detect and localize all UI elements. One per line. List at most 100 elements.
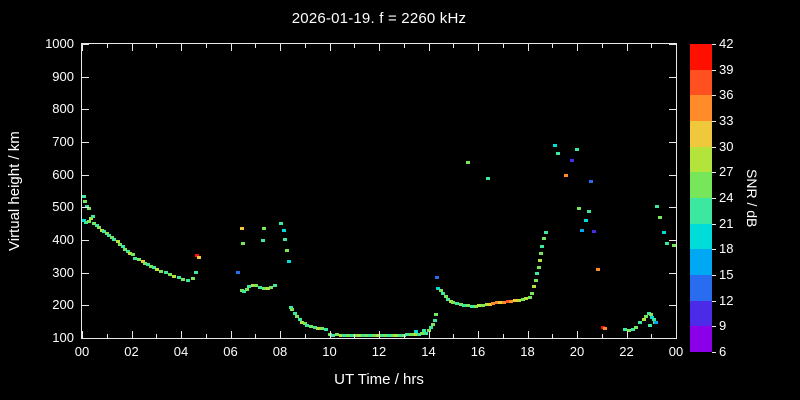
data-point [244, 287, 249, 291]
x-tick-label: 04 [173, 344, 189, 359]
y-tick-label: 500 [52, 199, 74, 215]
data-point [398, 334, 403, 338]
data-point [250, 283, 255, 287]
data-point [84, 221, 89, 225]
x-tick-minor [651, 44, 653, 48]
data-point [540, 244, 545, 248]
data-point [671, 243, 676, 247]
data-point [583, 218, 588, 222]
data-point [544, 230, 549, 234]
y-tick-major [82, 240, 89, 241]
data-point [421, 329, 426, 333]
data-point [375, 333, 380, 337]
data-point [651, 318, 656, 322]
colorbar-tick-label: 9 [719, 318, 727, 334]
colorbar-tick [712, 44, 716, 45]
data-point [432, 318, 437, 322]
data-point [258, 285, 263, 289]
colorbar-tick-label: 24 [719, 190, 734, 205]
plot-area [81, 43, 677, 339]
data-point [254, 284, 259, 288]
colorbar-segment [690, 95, 712, 122]
data-point [641, 318, 646, 322]
data-point [537, 259, 542, 263]
data-point [426, 328, 431, 332]
data-point [155, 268, 160, 272]
data-point [125, 250, 130, 254]
y-tick-label: 1000 [45, 36, 74, 51]
colorbar-tick-label: 36 [719, 87, 734, 103]
data-point [176, 276, 181, 280]
data-point [394, 333, 399, 337]
data-point [102, 230, 107, 234]
colorbar-tick [712, 69, 716, 71]
x-axis-label: UT Time / hrs [334, 371, 424, 388]
data-point [534, 278, 539, 282]
y-tick-major [669, 142, 676, 143]
data-point [509, 300, 514, 304]
data-point [600, 325, 605, 329]
colorbar-tick-label: 15 [719, 267, 734, 282]
x-tick-minor [453, 334, 455, 338]
data-point [473, 304, 478, 308]
colorbar-tick-label: 12 [719, 292, 734, 308]
data-point [360, 333, 365, 337]
x-tick-label: 12 [371, 344, 387, 359]
data-point [260, 239, 265, 242]
x-tick-major [280, 44, 281, 51]
x-tick-major [428, 331, 430, 338]
data-point [338, 334, 343, 338]
colorbar-tick [712, 172, 716, 174]
data-point [505, 300, 510, 304]
x-tick-major [379, 331, 380, 338]
x-tick-major [82, 44, 83, 51]
data-point [171, 274, 176, 278]
data-point [648, 323, 652, 327]
data-point [297, 318, 302, 322]
data-point [316, 326, 321, 330]
colorbar-label: SNR / dB [744, 168, 760, 228]
data-point [133, 256, 138, 260]
data-point [657, 216, 662, 220]
data-point [501, 301, 506, 305]
data-point [405, 333, 410, 337]
x-tick-label: 00 [74, 344, 90, 359]
data-point [424, 331, 429, 335]
colorbar-tick [712, 95, 716, 97]
data-point [99, 228, 104, 232]
data-point [247, 285, 252, 289]
x-tick-minor [354, 334, 356, 338]
data-point [530, 291, 535, 295]
x-tick-minor [601, 44, 603, 48]
x-tick-label: 00 [668, 344, 684, 359]
data-point [451, 301, 456, 305]
x-tick-minor [403, 334, 405, 338]
colorbar-tick-label: 33 [719, 113, 734, 128]
data-point [342, 333, 347, 337]
data-point [104, 232, 109, 236]
data-point [305, 323, 310, 327]
y-tick-major [669, 272, 676, 274]
x-tick-label: 14 [421, 344, 436, 359]
data-point [151, 266, 156, 270]
x-tick-label: 06 [223, 344, 238, 359]
data-point [149, 264, 154, 268]
data-point [115, 240, 120, 244]
data-point [596, 267, 601, 271]
y-tick-major [82, 142, 89, 143]
data-point [655, 204, 660, 208]
data-point [120, 244, 125, 248]
colorbar-segment [690, 326, 712, 353]
x-tick-major [379, 44, 380, 51]
x-tick-major [329, 44, 331, 51]
data-point [145, 263, 150, 267]
x-tick-label: 10 [322, 344, 337, 359]
data-point [390, 334, 395, 338]
data-point [82, 199, 87, 203]
x-tick-minor [156, 334, 158, 338]
data-point [634, 326, 639, 330]
data-point [97, 225, 102, 229]
y-tick-label: 100 [52, 330, 74, 345]
chart-title: 2026-01-19. f = 2260 kHz [291, 10, 467, 27]
data-point [181, 277, 186, 281]
